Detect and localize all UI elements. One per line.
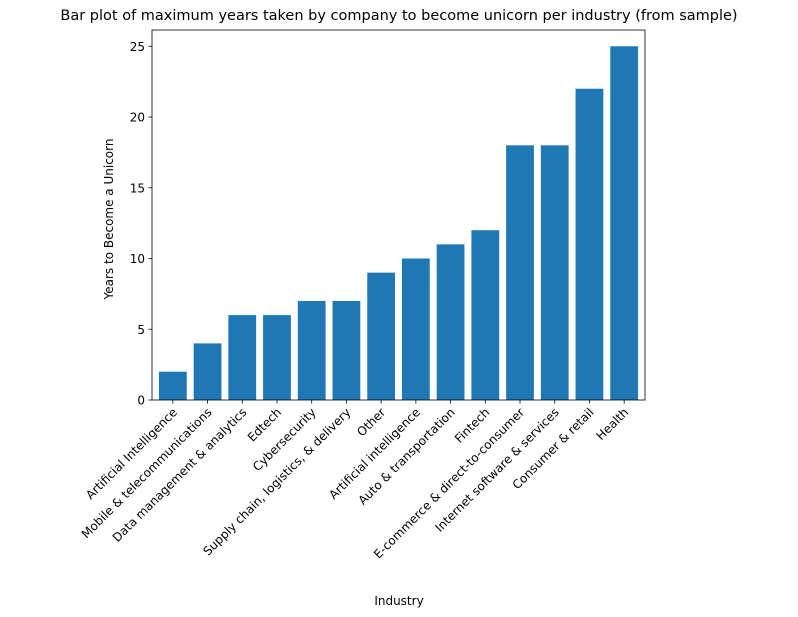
- y-tick-label-0: 0: [137, 394, 145, 408]
- y-axis-label: Years to Become a Unicorn: [102, 139, 116, 301]
- y-tick-label-25: 25: [130, 40, 145, 54]
- bar-10: [506, 145, 534, 400]
- bar-13: [610, 46, 639, 400]
- bar-1: [193, 343, 222, 400]
- x-axis-label: Industry: [374, 594, 423, 608]
- chart-title: Bar plot of maximum years taken by compa…: [60, 8, 737, 24]
- x-tick-label-13: Health: [594, 405, 632, 443]
- y-tick-label-5: 5: [137, 323, 145, 337]
- bar-0: [158, 371, 187, 400]
- bar-6: [367, 272, 396, 400]
- bar-4: [297, 300, 326, 400]
- y-tick-label-10: 10: [130, 252, 145, 266]
- bar-11: [540, 145, 569, 400]
- bar-7: [401, 258, 430, 400]
- bar-8: [436, 244, 465, 400]
- bar-2: [228, 315, 257, 400]
- bar-9: [471, 230, 500, 400]
- y-tick-label-15: 15: [130, 181, 145, 195]
- axes-frame: [151, 29, 646, 401]
- x-tick-label-1: Mobile & telecommunications: [79, 405, 215, 541]
- bar-3: [263, 315, 291, 400]
- y-tick-label-20: 20: [130, 111, 145, 125]
- bar-12: [575, 88, 604, 400]
- bar-5: [332, 300, 361, 400]
